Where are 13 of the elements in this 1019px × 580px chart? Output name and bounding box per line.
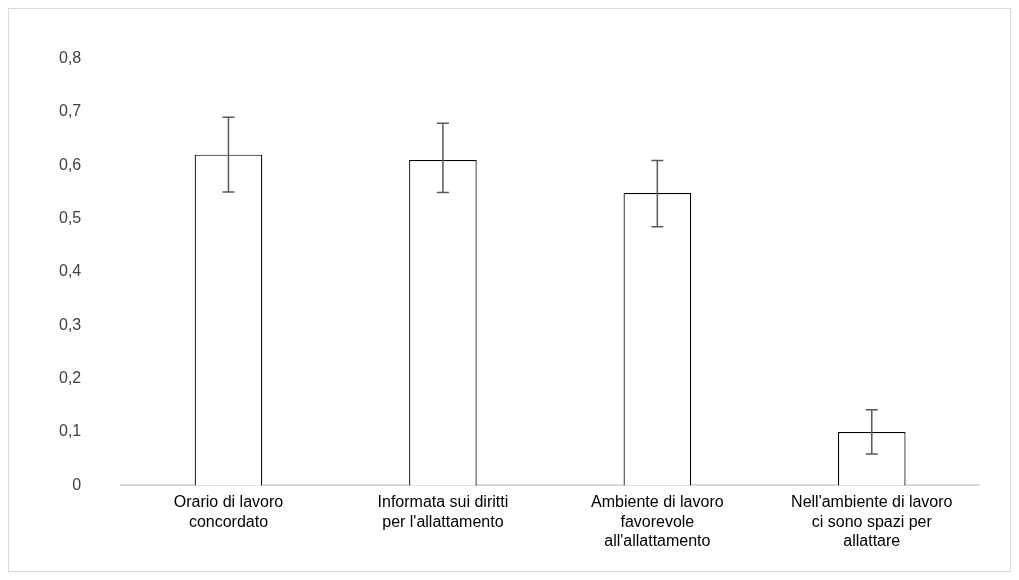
y-tick-label: 0,7 (58, 102, 82, 120)
y-tick-label: 0,4 (58, 262, 82, 280)
y-tick-label: 0,8 (58, 49, 82, 67)
y-tick-label: 0,6 (58, 155, 82, 173)
x-tick-label: Orario di lavoro concordato (173, 493, 284, 530)
y-tick-label: 0,5 (58, 209, 82, 227)
y-tick-label: 0 (72, 475, 82, 493)
x-tick-label: Ambiente di lavoro favorevole all'allattamento (591, 493, 724, 549)
x-tick-label: Informata sui diritti per l'allattamento (377, 493, 509, 530)
y-tick-label: 0,2 (58, 369, 82, 387)
y-tick-label: 0,1 (58, 422, 82, 440)
x-tick-label: Nell'ambiente di lavoro ci sono spazi per allattare (791, 493, 953, 549)
y-tick-label: 0,3 (58, 315, 82, 333)
